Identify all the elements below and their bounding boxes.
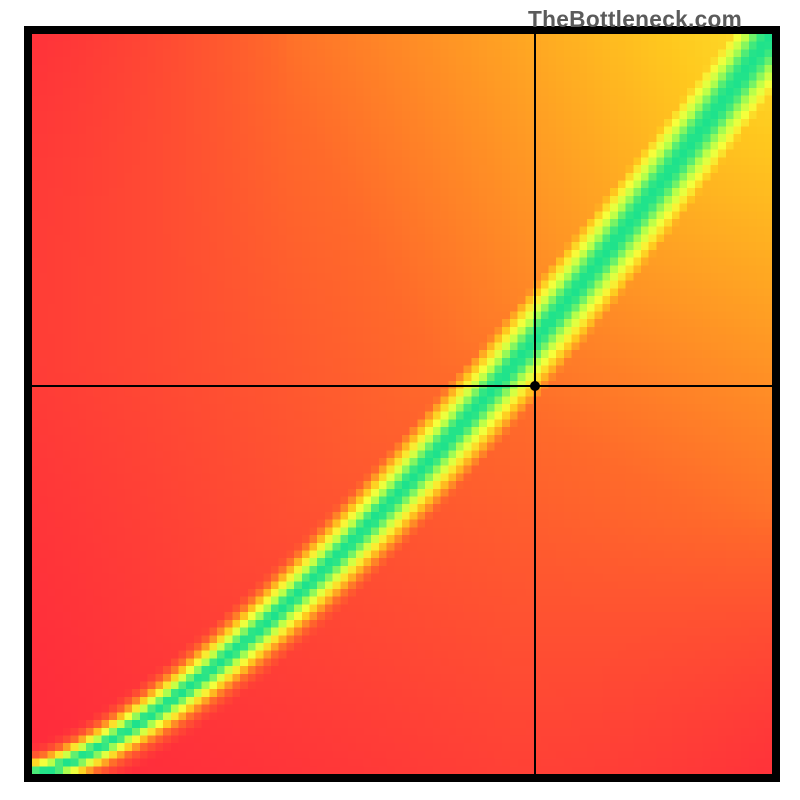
- crosshair-dot: [530, 381, 540, 391]
- crosshair-horizontal: [32, 385, 772, 387]
- watermark-text: TheBottleneck.com: [528, 6, 742, 33]
- crosshair-vertical: [534, 34, 536, 774]
- bottleneck-heatmap: [32, 34, 772, 774]
